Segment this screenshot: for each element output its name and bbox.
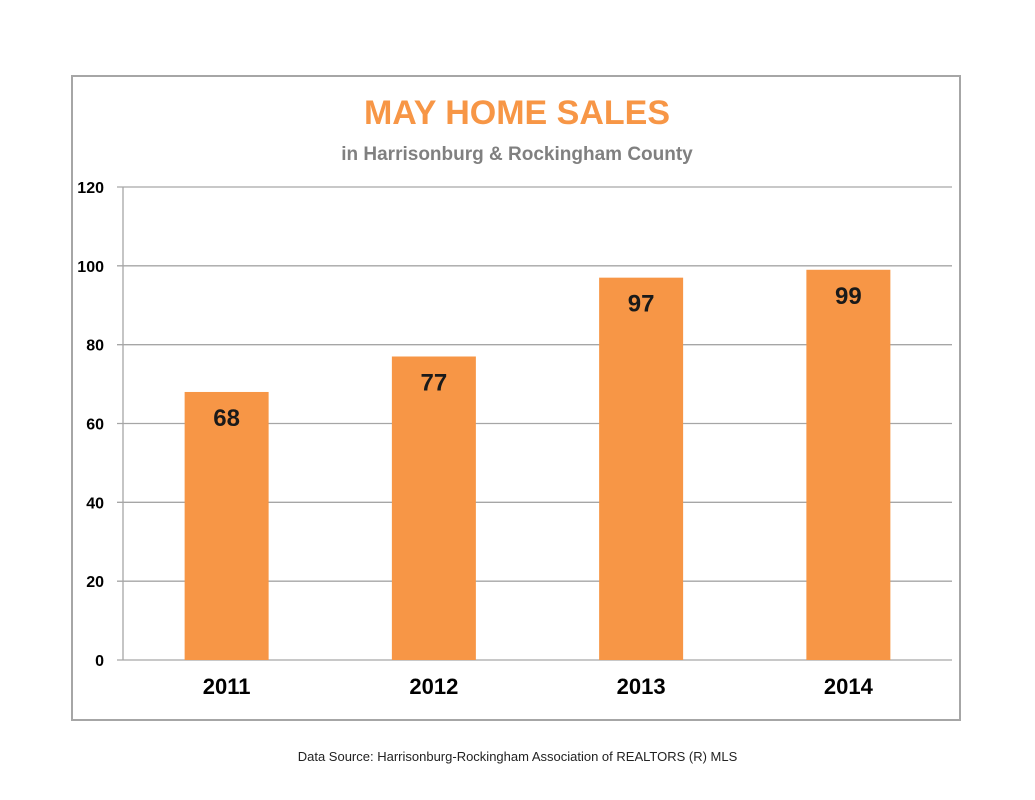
data-label: 97	[628, 291, 655, 318]
y-tick-label: 100	[77, 259, 104, 276]
data-labels: 68 77 97 99	[213, 283, 861, 432]
y-tick-label: 60	[86, 417, 104, 434]
data-label: 99	[835, 283, 862, 310]
y-tick-label: 80	[86, 338, 104, 355]
bar	[391, 356, 476, 660]
bars	[184, 269, 891, 660]
chart-title: MAY HOME SALES	[364, 94, 670, 132]
x-axis: 2011 2012 2013 2014	[203, 674, 874, 699]
y-tick-label: 40	[86, 495, 104, 512]
data-source-footnote: Data Source: Harrisonburg-Rockingham Ass…	[297, 749, 738, 764]
y-tick-label: 120	[77, 180, 104, 197]
x-tick-label: 2011	[203, 674, 251, 699]
bar	[599, 277, 684, 660]
x-tick-label: 2014	[824, 674, 874, 699]
x-tick-label: 2013	[617, 674, 666, 699]
bar	[184, 391, 269, 660]
chart-subtitle: in Harrisonburg & Rockingham County	[341, 144, 693, 165]
y-tick-label: 0	[95, 653, 104, 670]
bar	[806, 269, 891, 660]
data-label: 77	[421, 369, 448, 396]
x-tick-label: 2012	[409, 674, 458, 699]
data-label: 68	[213, 405, 240, 432]
y-tick-label: 20	[86, 574, 104, 591]
y-axis: 0 20 40 60 80 100 120	[77, 180, 124, 670]
